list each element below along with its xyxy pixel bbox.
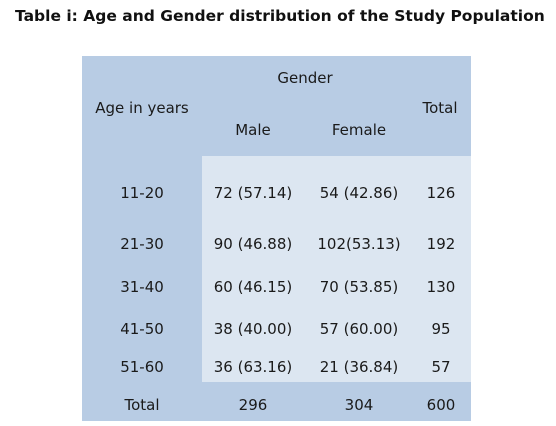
- data-panel: [202, 156, 471, 382]
- age-gender-table: Gender Age in years Total Male Female 11…: [82, 56, 471, 421]
- header-male: Male: [235, 121, 271, 139]
- row-female: 57 (60.00): [319, 320, 399, 338]
- row-total: 130: [426, 278, 456, 296]
- row-male: 72 (57.14): [213, 184, 293, 202]
- header-female: Female: [331, 121, 387, 139]
- row-male: 60 (46.15): [213, 278, 293, 296]
- row-total: 95: [431, 320, 451, 338]
- row-female: 70 (53.85): [319, 278, 399, 296]
- row-age: 11-20: [120, 184, 164, 202]
- row-age: 51-60: [120, 358, 164, 376]
- table-caption: Table i: Age and Gender distribution of …: [15, 7, 545, 25]
- row-total: 126: [426, 184, 456, 202]
- row-age: 21-30: [120, 235, 164, 253]
- header-gender: Gender: [277, 69, 333, 87]
- row-female: 21 (36.84): [319, 358, 399, 376]
- row-female: 54 (42.86): [319, 184, 399, 202]
- totals-female: 304: [344, 396, 374, 414]
- header-total: Total: [422, 99, 458, 117]
- totals-total: 600: [426, 396, 456, 414]
- header-age: Age in years: [95, 99, 189, 117]
- row-total: 192: [426, 235, 456, 253]
- row-age: 31-40: [120, 278, 164, 296]
- row-male: 90 (46.88): [213, 235, 293, 253]
- totals-label: Total: [124, 396, 160, 414]
- row-age: 41-50: [120, 320, 164, 338]
- totals-male: 296: [238, 396, 268, 414]
- row-female: 102(53.13): [317, 235, 401, 253]
- row-male: 36 (63.16): [213, 358, 293, 376]
- row-male: 38 (40.00): [213, 320, 293, 338]
- row-total: 57: [431, 358, 451, 376]
